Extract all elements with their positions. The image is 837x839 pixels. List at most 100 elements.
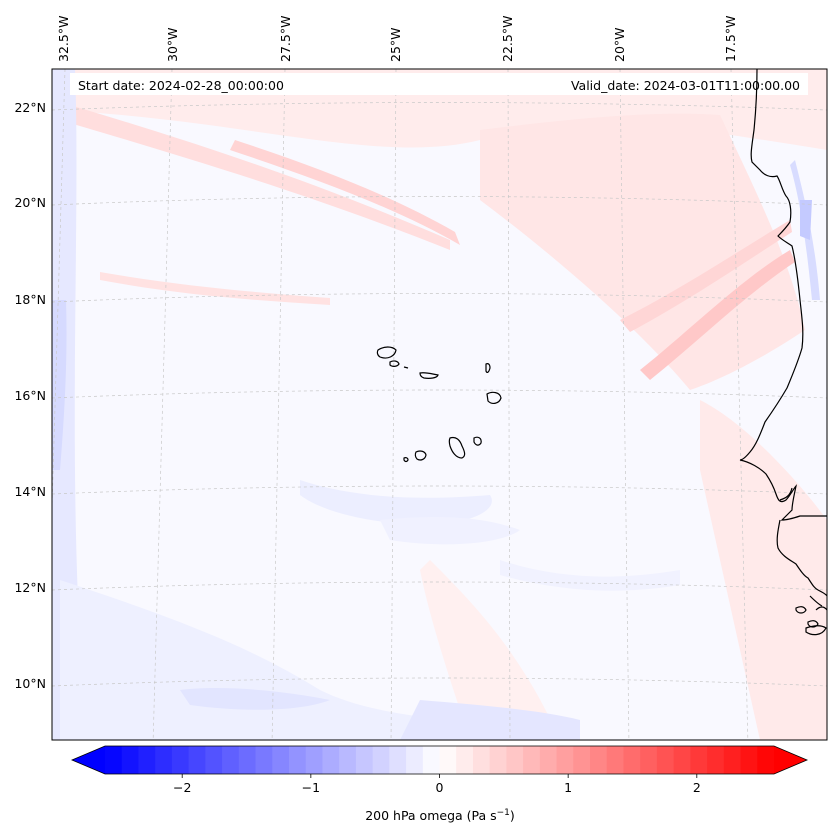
meridian	[390, 69, 397, 740]
parallel	[52, 196, 827, 206]
island-santiago	[448, 436, 466, 459]
parallel	[52, 293, 827, 303]
colorbar-cell	[757, 746, 775, 774]
negative-patch	[180, 688, 330, 710]
meridian	[52, 69, 66, 521]
positive-stripe	[640, 250, 795, 380]
lon-label: 22.5°W	[500, 16, 515, 62]
latitude-labels: 22°N 20°N 18°N 16°N 14°N 12°N 10°N	[14, 100, 46, 691]
positive-region-south	[420, 560, 560, 740]
lat-label: 16°N	[14, 388, 46, 403]
coastlines	[739, 69, 827, 636]
colorbar-cells	[105, 746, 775, 774]
colorbar-extend-low	[72, 746, 105, 774]
lat-label: 12°N	[14, 580, 46, 595]
colorbar-cell	[222, 746, 240, 774]
west-africa-coast	[739, 69, 827, 521]
date-header-band	[70, 73, 808, 95]
colorbar-cell	[590, 746, 608, 774]
island-fogo	[414, 450, 427, 461]
island-sao-vicente	[389, 360, 400, 367]
map-frame	[51, 68, 828, 741]
colorbar-cell	[707, 746, 725, 774]
colorbar-cell	[105, 746, 123, 774]
colorbar-cell	[288, 746, 307, 774]
coast-islands	[815, 606, 827, 611]
colorbar-cell	[740, 746, 758, 774]
colorbar-cell	[339, 746, 357, 774]
island-maio	[473, 436, 482, 446]
colorbar-cell	[372, 746, 390, 774]
colorbar-cell	[305, 746, 324, 774]
coast-islands	[807, 620, 819, 628]
positive-stripe	[230, 140, 460, 245]
island-brava	[403, 457, 409, 463]
meridian	[619, 69, 630, 740]
meridian	[730, 69, 749, 740]
negative-patch-east	[800, 200, 812, 240]
omega-field	[52, 69, 827, 740]
positive-stripe	[100, 272, 330, 305]
gambia-estuary	[779, 487, 793, 501]
colorbar-label-superscript: −1	[497, 808, 510, 818]
colorbar-cell	[322, 746, 340, 774]
colorbar-cell	[489, 746, 507, 774]
lat-label: 10°N	[14, 676, 46, 691]
island-sal	[485, 363, 491, 374]
coast-islands	[805, 625, 827, 636]
lat-label: 20°N	[14, 195, 46, 210]
negative-patch	[500, 560, 680, 591]
positive-stripe	[620, 220, 792, 332]
meridian	[152, 69, 173, 740]
colorbar-cell	[155, 746, 173, 774]
colorbar-cell	[456, 746, 474, 774]
parallel	[52, 581, 827, 591]
colorbar-cell	[355, 746, 374, 774]
colorbar-cell	[205, 746, 223, 774]
parallel	[52, 389, 827, 399]
lon-label: 27.5°W	[278, 16, 293, 62]
longitude-labels: 32.5°W 30°W 27.5°W 25°W 22.5°W 20°W 17.5…	[56, 16, 738, 62]
colorbar-cell	[556, 746, 574, 774]
colorbar-tick-label: −2	[173, 780, 191, 795]
positive-region-east	[700, 400, 827, 740]
colorbar-label: 200 hPa omega (Pa s−1)	[365, 808, 515, 823]
colorbar-tick-label: 2	[693, 780, 701, 795]
colorbar: −2 −1 0 1 2 200 hPa omega (Pa s−1)	[70, 745, 809, 823]
colorbar-extend-high	[774, 746, 807, 774]
graticule	[52, 69, 827, 740]
positive-region-ne	[480, 113, 805, 390]
negative-patch	[380, 517, 520, 545]
coast-sierra	[809, 595, 823, 607]
lon-label: 17.5°W	[723, 16, 738, 62]
negative-strip-west	[52, 300, 67, 470]
colorbar-outline	[70, 745, 809, 775]
parallel	[52, 485, 827, 495]
lat-label: 14°N	[14, 484, 46, 499]
colorbar-cell	[673, 746, 691, 774]
coast-islands	[795, 606, 807, 614]
island-boa-vista	[486, 391, 502, 404]
island-santa-luzia	[403, 366, 409, 369]
colorbar-cell	[523, 746, 541, 774]
lat-label: 22°N	[14, 100, 46, 115]
colorbar-cell	[439, 746, 457, 774]
island-santo-antao	[376, 346, 397, 359]
colorbar-cell	[255, 746, 273, 774]
colorbar-cell	[623, 746, 641, 774]
island-sao-nicolau	[419, 372, 439, 379]
lon-label: 30°W	[165, 27, 180, 62]
negative-patch	[400, 700, 580, 740]
colorbar-cell	[690, 746, 708, 774]
colorbar-cell	[171, 746, 190, 774]
lon-label: 32.5°W	[56, 16, 71, 62]
colorbar-ticks: −2 −1 0 1 2	[173, 774, 701, 795]
colorbar-cell	[422, 746, 441, 774]
colorbar-tick-label: 1	[564, 780, 572, 795]
start-date-label: Start date: 2024-02-28_00:00:00	[78, 78, 284, 93]
colorbar-tick-label: −1	[302, 780, 320, 795]
negative-strip-west	[52, 69, 79, 740]
colorbar-cell	[723, 746, 742, 774]
lon-label: 20°W	[612, 27, 627, 62]
colorbar-label-close: )	[510, 808, 515, 823]
